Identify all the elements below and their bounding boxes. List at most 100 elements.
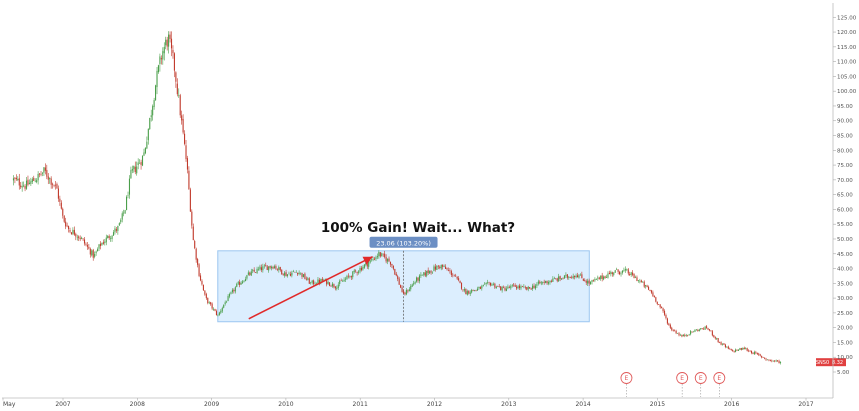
candle <box>672 329 674 332</box>
candle <box>617 269 619 275</box>
candle <box>674 329 676 332</box>
candle <box>540 280 542 286</box>
candle <box>54 180 57 190</box>
candle <box>179 93 181 118</box>
earnings-marker[interactable]: E <box>713 372 726 398</box>
candle <box>292 269 294 273</box>
candle <box>597 275 599 281</box>
candle <box>166 36 168 51</box>
candle <box>675 329 677 335</box>
candle <box>719 341 721 344</box>
candle <box>40 171 42 177</box>
candle <box>652 290 654 298</box>
earnings-marker-label: E <box>625 375 629 382</box>
candle <box>89 247 91 258</box>
candle <box>663 309 666 317</box>
candle <box>121 211 123 223</box>
candle <box>561 278 563 280</box>
candle <box>268 266 270 273</box>
candle <box>585 279 587 286</box>
candle <box>555 277 557 280</box>
candle <box>15 174 17 181</box>
candle <box>504 286 506 292</box>
candle <box>234 286 236 294</box>
candle <box>489 282 492 287</box>
candle <box>136 161 138 176</box>
candle <box>331 281 334 288</box>
candle <box>155 84 157 101</box>
candle <box>218 311 220 316</box>
y-tick-label: 80.00 <box>837 148 853 154</box>
candle <box>643 280 645 289</box>
candle <box>110 235 112 242</box>
earnings-marker[interactable]: E <box>694 372 707 398</box>
candle <box>286 274 289 278</box>
candle <box>163 42 165 61</box>
candle <box>31 177 33 184</box>
candle <box>91 249 93 257</box>
candle <box>465 288 467 295</box>
candle <box>184 130 186 146</box>
candle <box>149 117 151 130</box>
candle <box>605 274 608 279</box>
candle <box>640 279 642 283</box>
candle <box>208 301 210 305</box>
candle <box>243 279 245 283</box>
candle <box>608 270 610 275</box>
candle <box>574 275 576 280</box>
candle <box>521 285 523 288</box>
candle <box>690 329 692 336</box>
candle <box>88 243 90 250</box>
candle <box>758 352 760 357</box>
candle <box>285 269 287 277</box>
candle <box>771 359 773 363</box>
candle <box>710 330 712 332</box>
candle <box>671 326 673 332</box>
candle <box>402 289 405 294</box>
candle <box>387 258 389 265</box>
candle <box>458 276 460 282</box>
candle <box>227 294 229 302</box>
x-tick-label: 2015 <box>650 401 665 408</box>
candle <box>362 265 364 271</box>
candle <box>201 279 203 286</box>
candle <box>730 348 732 351</box>
candle <box>736 349 738 351</box>
candle <box>482 284 484 287</box>
candle <box>157 64 160 74</box>
candle <box>169 31 171 43</box>
earnings-marker[interactable]: E <box>620 372 633 398</box>
candle <box>239 279 241 288</box>
candle <box>59 195 61 206</box>
candle <box>642 281 644 283</box>
candle <box>717 338 719 344</box>
y-tick-label: 50.00 <box>837 237 853 243</box>
candle <box>300 272 302 276</box>
candle <box>278 265 280 273</box>
candle <box>95 250 97 256</box>
candle <box>484 282 486 285</box>
candle <box>372 256 374 262</box>
measure-badge-text: 23.06 (103.20%) <box>376 239 431 247</box>
candle <box>327 280 329 285</box>
candle <box>661 306 663 309</box>
y-tick-label: 95.00 <box>837 104 853 110</box>
candle <box>434 263 436 272</box>
candle <box>721 343 724 346</box>
candle <box>334 286 336 291</box>
candle <box>120 218 122 225</box>
candle <box>44 163 46 175</box>
candle <box>266 264 268 271</box>
candle <box>213 307 215 311</box>
earnings-marker[interactable]: E <box>676 372 689 398</box>
candle <box>629 271 631 276</box>
candle <box>297 272 299 276</box>
candle <box>607 271 609 279</box>
candle <box>571 275 573 279</box>
candle <box>337 282 339 290</box>
candle <box>192 223 194 241</box>
candle <box>41 171 44 177</box>
candle <box>703 327 705 330</box>
